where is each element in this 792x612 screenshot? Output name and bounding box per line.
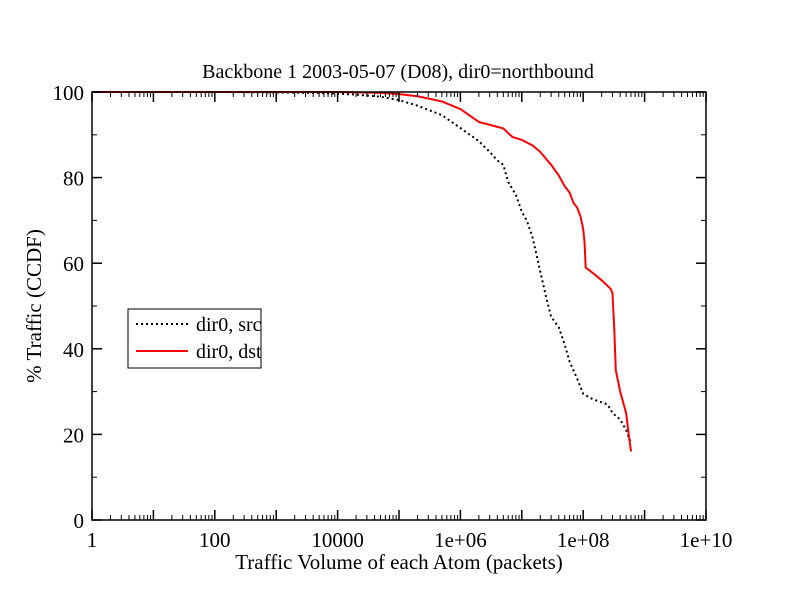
chart-title: Backbone 1 2003-05-07 (D08), dir0=northb… — [202, 61, 594, 83]
y-tick-label: 60 — [63, 252, 84, 276]
legend-label-dst: dir0, dst — [196, 341, 262, 363]
x-tick-label: 1 — [87, 528, 98, 552]
series-line-src — [92, 91, 632, 444]
y-tick-label: 80 — [63, 167, 84, 191]
y-tick-label: 100 — [53, 81, 85, 105]
x-tick-label: 100 — [199, 528, 231, 552]
y-tick-label: 20 — [63, 423, 84, 447]
legend: dir0, src dir0, dst — [127, 308, 262, 369]
y-tick-label: 0 — [74, 509, 85, 533]
x-tick-label: 1e+06 — [434, 528, 487, 552]
x-tick-label: 1e+10 — [680, 528, 733, 552]
x-tick-label: 1e+08 — [557, 528, 610, 552]
y-axis-label: % Traffic (CCDF) — [22, 229, 46, 383]
legend-label-src: dir0, src — [196, 314, 262, 336]
legend-box — [127, 308, 262, 369]
y-tick-label: 40 — [63, 338, 84, 362]
x-axis-label: Traffic Volume of each Atom (packets) — [235, 550, 563, 574]
x-tick-label: 10000 — [311, 528, 364, 552]
